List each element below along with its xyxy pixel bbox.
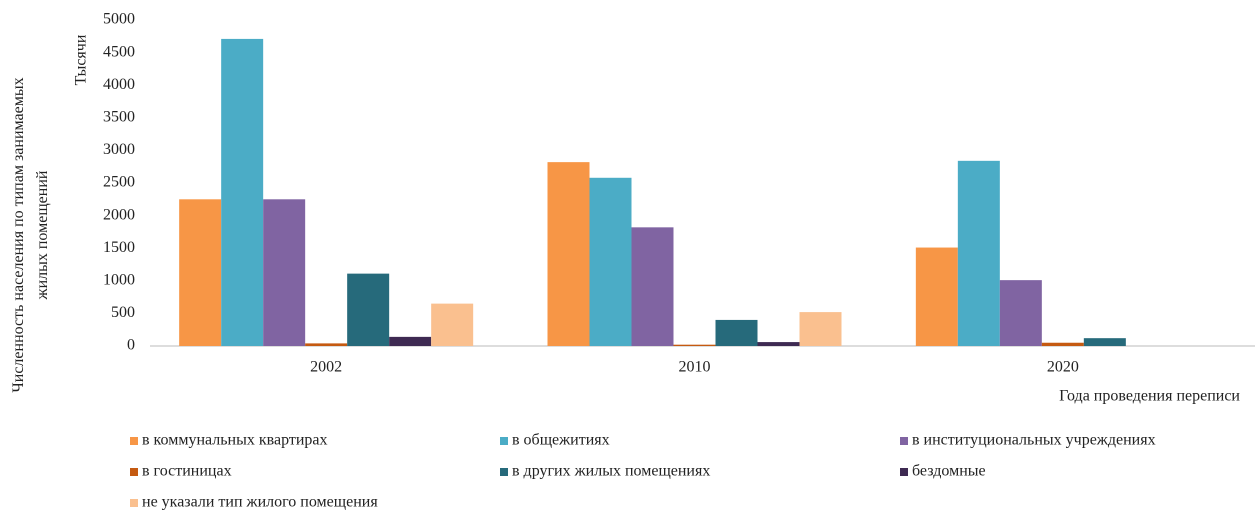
- y-unit-label: Тысячи: [73, 34, 90, 85]
- bar: [799, 312, 842, 346]
- y-tick-label: 2000: [103, 206, 135, 223]
- bar: [957, 160, 1000, 346]
- x-tick-label: 2020: [1047, 359, 1079, 376]
- y-axis-label: Численность населения по типам занимаемы…: [10, 77, 51, 393]
- legend-label: бездомные: [912, 463, 986, 480]
- bar: [631, 227, 674, 346]
- legend-swatch: [500, 468, 508, 476]
- bar: [347, 273, 390, 346]
- legend-label: в других жилых помещениях: [512, 463, 710, 480]
- bar: [589, 177, 632, 346]
- bar: [673, 344, 716, 346]
- bar: [1041, 342, 1084, 346]
- legend-label: в общежитиях: [512, 432, 610, 449]
- bar: [915, 247, 958, 346]
- legend-swatch: [130, 437, 138, 445]
- bar: [1083, 338, 1126, 346]
- y-tick-label: 1500: [103, 239, 135, 256]
- y-tick-label: 0: [127, 337, 135, 354]
- legend-label: в коммунальных квартирах: [142, 432, 328, 449]
- y-tick-label: 4500: [103, 43, 135, 60]
- y-tick-label: 3000: [103, 141, 135, 158]
- legend-swatch: [130, 499, 138, 507]
- bar: [999, 280, 1042, 346]
- bar: [431, 303, 474, 346]
- bar: [179, 199, 222, 346]
- x-tick-label: 2010: [679, 359, 711, 376]
- y-tick-label: 2500: [103, 174, 135, 191]
- y-tick-label: 5000: [103, 11, 135, 28]
- y-tick-label: 3500: [103, 108, 135, 125]
- x-tick-label: 2002: [310, 359, 342, 376]
- y-tick-label: 4000: [103, 76, 135, 93]
- y-tick-label: 500: [111, 304, 135, 321]
- y-tick-label: 1000: [103, 271, 135, 288]
- legend-swatch: [900, 468, 908, 476]
- legend-label: не указали тип жилого помещения: [142, 494, 378, 511]
- legend-swatch: [900, 437, 908, 445]
- legend-swatch: [130, 468, 138, 476]
- bar: [547, 162, 590, 346]
- bar: [305, 343, 348, 346]
- bar: [757, 342, 800, 346]
- x-axis-label: Года проведения переписи: [1059, 388, 1240, 405]
- bar: [715, 319, 758, 346]
- bar: [389, 336, 432, 346]
- legend-label: в гостиницах: [142, 463, 232, 480]
- bar: [221, 38, 264, 347]
- legend-label: в институциональных учреждениях: [912, 432, 1156, 449]
- legend-swatch: [500, 437, 508, 445]
- bar: [263, 199, 306, 346]
